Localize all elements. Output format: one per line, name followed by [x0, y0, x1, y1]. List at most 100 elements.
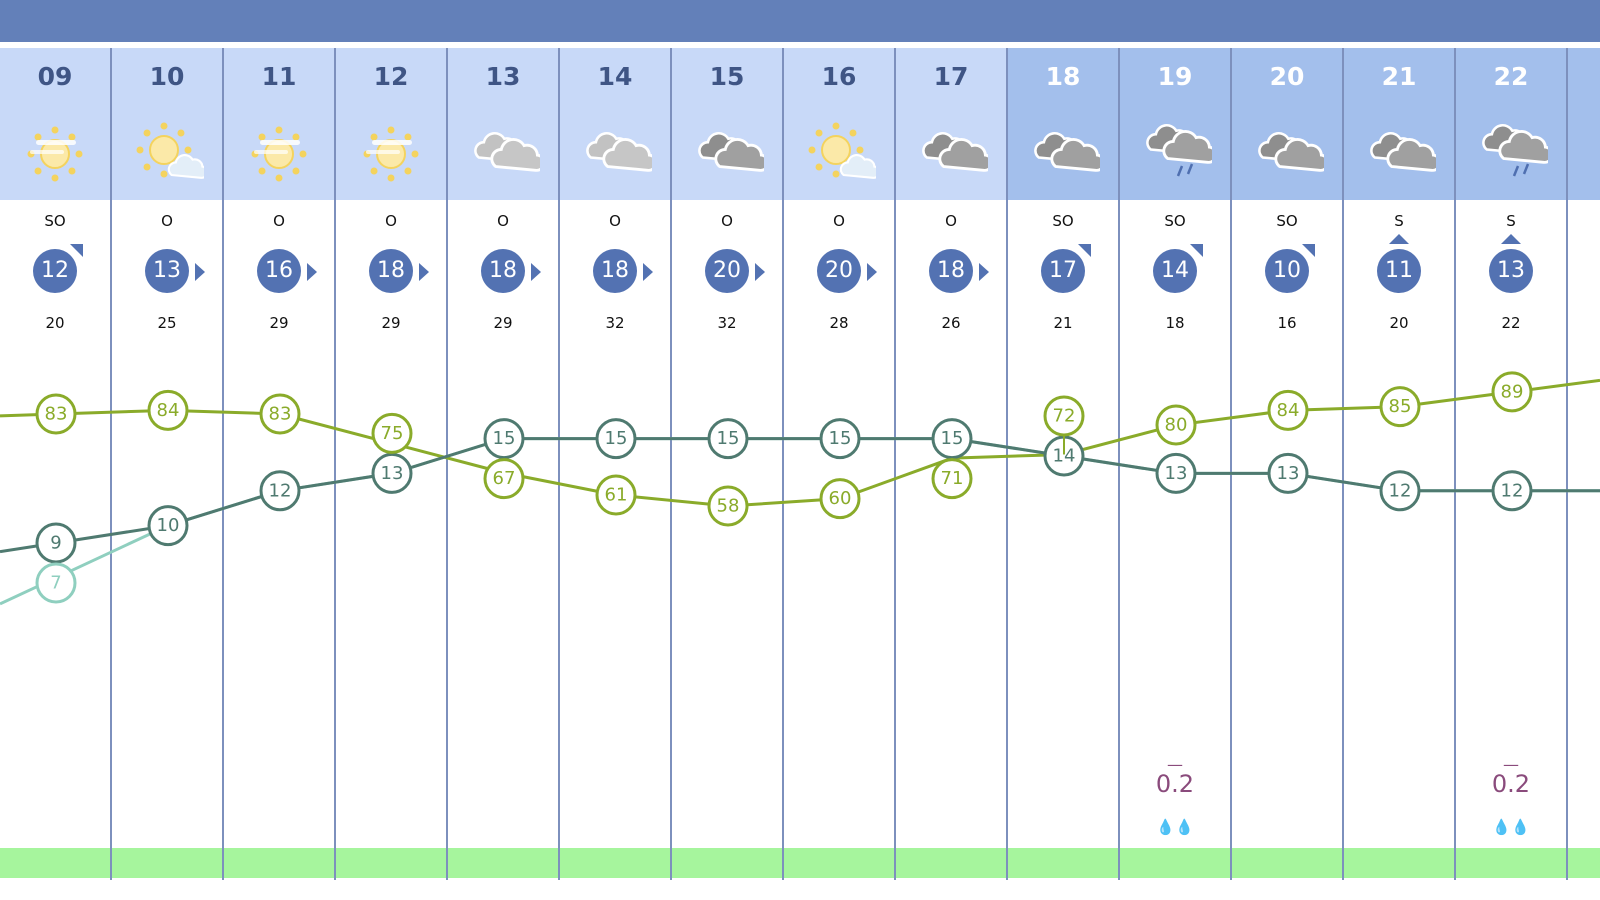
wind-speed-badge: 11	[1377, 249, 1421, 293]
temperature-value: 14	[1053, 446, 1076, 467]
precipitation: —0.2	[1456, 755, 1566, 799]
hour-label: 18	[1045, 62, 1081, 91]
wind-direction: S	[1394, 212, 1404, 230]
temperature-point: 15	[483, 418, 525, 460]
temperature-point: 15	[819, 418, 861, 460]
hour-header	[1344, 48, 1454, 200]
humidity-point: 67	[483, 458, 525, 500]
humidity-value: 84	[1277, 400, 1300, 421]
hour-column: 11 O 16 29	[224, 48, 336, 880]
humidity-value: 60	[829, 488, 852, 509]
sun-cloud-icon	[808, 122, 876, 179]
wind-arrow-icon	[979, 263, 989, 281]
hour-column: 12 O 18 29	[336, 48, 448, 880]
wind-direction: O	[273, 212, 285, 230]
wind-direction: SO	[1052, 212, 1074, 230]
temperature-value: 15	[717, 428, 740, 449]
temperature-value: 13	[1165, 463, 1188, 484]
clouds-icon	[1258, 132, 1324, 172]
temperature-value: 12	[1501, 480, 1524, 501]
wind-speed-badge: 18	[481, 249, 525, 293]
temperature-value: 12	[1389, 480, 1412, 501]
hour-column: 18 SO 17 21	[1008, 48, 1120, 880]
status-bar	[224, 848, 334, 878]
wind-gust: 29	[269, 314, 289, 332]
temperature-point: 15	[595, 418, 637, 460]
hour-label: 22	[1493, 62, 1529, 91]
temperature-value: 13	[1277, 463, 1300, 484]
hour-label: 14	[597, 62, 633, 91]
temperature-value: 15	[605, 428, 628, 449]
wind-gust: 21	[1053, 314, 1073, 332]
precipitation-dash: —	[1503, 755, 1519, 774]
wind-speed-badge: 13	[145, 249, 189, 293]
wind-speed-badge: 20	[817, 249, 861, 293]
temperature-value: 15	[941, 428, 964, 449]
raindrops-icon: 💧💧	[1156, 818, 1194, 836]
precipitation: —0.2	[1120, 755, 1230, 799]
temperature-point: 13	[1267, 452, 1309, 494]
hour-header	[560, 48, 670, 200]
humidity-line	[0, 378, 1600, 508]
hour-header	[1232, 48, 1342, 200]
humidity-temperature-chart: 9 10 12 13 15 15 15 15 15 14 13 13 12 12 7 83 84 83 75 67 61…	[0, 371, 1600, 606]
status-bar	[1344, 848, 1454, 878]
temperature-point: 15	[931, 418, 973, 460]
temperature-value: 9	[50, 533, 61, 554]
wind-direction: O	[721, 212, 733, 230]
status-bar	[448, 848, 558, 878]
hour-header	[672, 48, 782, 200]
feels_like-point: 7	[35, 562, 77, 604]
sun-haze-icon	[251, 126, 307, 182]
humidity-point: 60	[819, 478, 861, 520]
wind-direction: SO	[1164, 212, 1186, 230]
wind-gust: 28	[829, 314, 849, 332]
wind-direction: O	[161, 212, 173, 230]
status-bar	[896, 848, 1006, 878]
clouds-icon	[1370, 132, 1436, 172]
humidity-point: 83	[35, 393, 77, 435]
wind-arrow-icon	[643, 263, 653, 281]
humidity-point: 89	[1491, 371, 1533, 413]
hour-header	[1456, 48, 1566, 200]
wind-direction: O	[945, 212, 957, 230]
hour-label: 19	[1157, 62, 1193, 91]
humidity-value: 89	[1501, 381, 1524, 402]
humidity-point: 75	[371, 412, 413, 454]
wind-speed-badge: 13	[1489, 249, 1533, 293]
hour-label: 20	[1269, 62, 1305, 91]
wind-speed-badge: 17	[1041, 249, 1085, 293]
temperature-point: 12	[1491, 470, 1533, 512]
wind-gust: 16	[1277, 314, 1297, 332]
hour-column: 22 S 13 22 —0.2 💧💧	[1456, 48, 1568, 880]
hour-column: 17 O 18 26	[896, 48, 1008, 880]
wind-direction: SO	[44, 212, 66, 230]
wind-arrow-icon	[867, 263, 877, 281]
precipitation-dash: —	[1167, 755, 1183, 774]
light-clouds-icon	[474, 132, 540, 172]
precipitation-amount: 0.2	[1491, 770, 1531, 798]
hour-label: 10	[149, 62, 185, 91]
hour-column: 14 O 18 32	[560, 48, 672, 880]
wind-direction: O	[833, 212, 845, 230]
wind-arrow-icon	[1501, 234, 1521, 244]
sun-cloud-icon	[136, 122, 204, 179]
wind-direction: S	[1506, 212, 1516, 230]
wind-arrow-icon	[1389, 234, 1409, 244]
humidity-value: 85	[1389, 396, 1412, 417]
wind-speed-badge: 14	[1153, 249, 1197, 293]
hour-column: 09 SO 12 20	[0, 48, 112, 880]
wind-direction: O	[497, 212, 509, 230]
header-bar	[0, 0, 1600, 42]
status-bar	[336, 848, 446, 878]
humidity-point: 72	[1043, 395, 1085, 455]
hour-label: 11	[261, 62, 297, 91]
hour-label: 17	[933, 62, 969, 91]
wind-arrow-icon	[1302, 244, 1315, 257]
temperature-value: 15	[493, 428, 516, 449]
hour-header	[448, 48, 558, 200]
temperature-point: 12	[259, 470, 301, 512]
wind-gust: 29	[493, 314, 513, 332]
humidity-value: 58	[717, 496, 740, 517]
wind-gust: 25	[157, 314, 177, 332]
